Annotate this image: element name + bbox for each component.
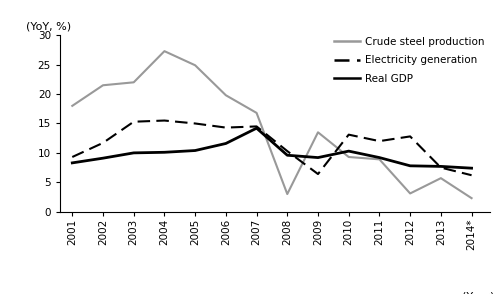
Crude steel production: [284, 192, 290, 196]
Electricity generation: [376, 139, 382, 143]
Real GDP: [284, 153, 290, 157]
Legend: Crude steel production, Electricity generation, Real GDP: Crude steel production, Electricity gene…: [334, 37, 485, 83]
Crude steel production: [223, 93, 229, 97]
Real GDP: [70, 161, 75, 165]
Electricity generation: [70, 155, 75, 159]
Electricity generation: [130, 120, 136, 123]
Real GDP: [130, 151, 136, 155]
Real GDP: [100, 156, 106, 160]
Real GDP: [407, 164, 413, 168]
Electricity generation: [438, 166, 444, 169]
Real GDP: [438, 165, 444, 168]
Electricity generation: [223, 126, 229, 129]
Real GDP: [223, 142, 229, 145]
Line: Electricity generation: Electricity generation: [72, 121, 471, 175]
Text: (Year): (Year): [462, 291, 494, 294]
Crude steel production: [130, 81, 136, 84]
Crude steel production: [100, 83, 106, 87]
Line: Real GDP: Real GDP: [72, 128, 471, 168]
Crude steel production: [192, 64, 198, 67]
Crude steel production: [438, 176, 444, 180]
Electricity generation: [254, 125, 260, 128]
Crude steel production: [162, 49, 168, 53]
Electricity generation: [192, 122, 198, 125]
Crude steel production: [376, 158, 382, 161]
Crude steel production: [254, 111, 260, 115]
Crude steel production: [346, 155, 352, 159]
Electricity generation: [407, 135, 413, 138]
Real GDP: [376, 156, 382, 159]
Electricity generation: [346, 133, 352, 136]
Line: Crude steel production: Crude steel production: [72, 51, 471, 198]
Text: (YoY, %): (YoY, %): [26, 22, 70, 32]
Real GDP: [254, 126, 260, 130]
Crude steel production: [70, 104, 75, 108]
Electricity generation: [468, 173, 474, 177]
Real GDP: [315, 156, 321, 159]
Electricity generation: [315, 172, 321, 176]
Electricity generation: [100, 141, 106, 145]
Real GDP: [346, 149, 352, 153]
Electricity generation: [162, 119, 168, 122]
Crude steel production: [407, 192, 413, 195]
Crude steel production: [468, 196, 474, 200]
Real GDP: [162, 151, 168, 154]
Crude steel production: [315, 131, 321, 134]
Real GDP: [468, 166, 474, 170]
Real GDP: [192, 149, 198, 152]
Electricity generation: [284, 149, 290, 153]
